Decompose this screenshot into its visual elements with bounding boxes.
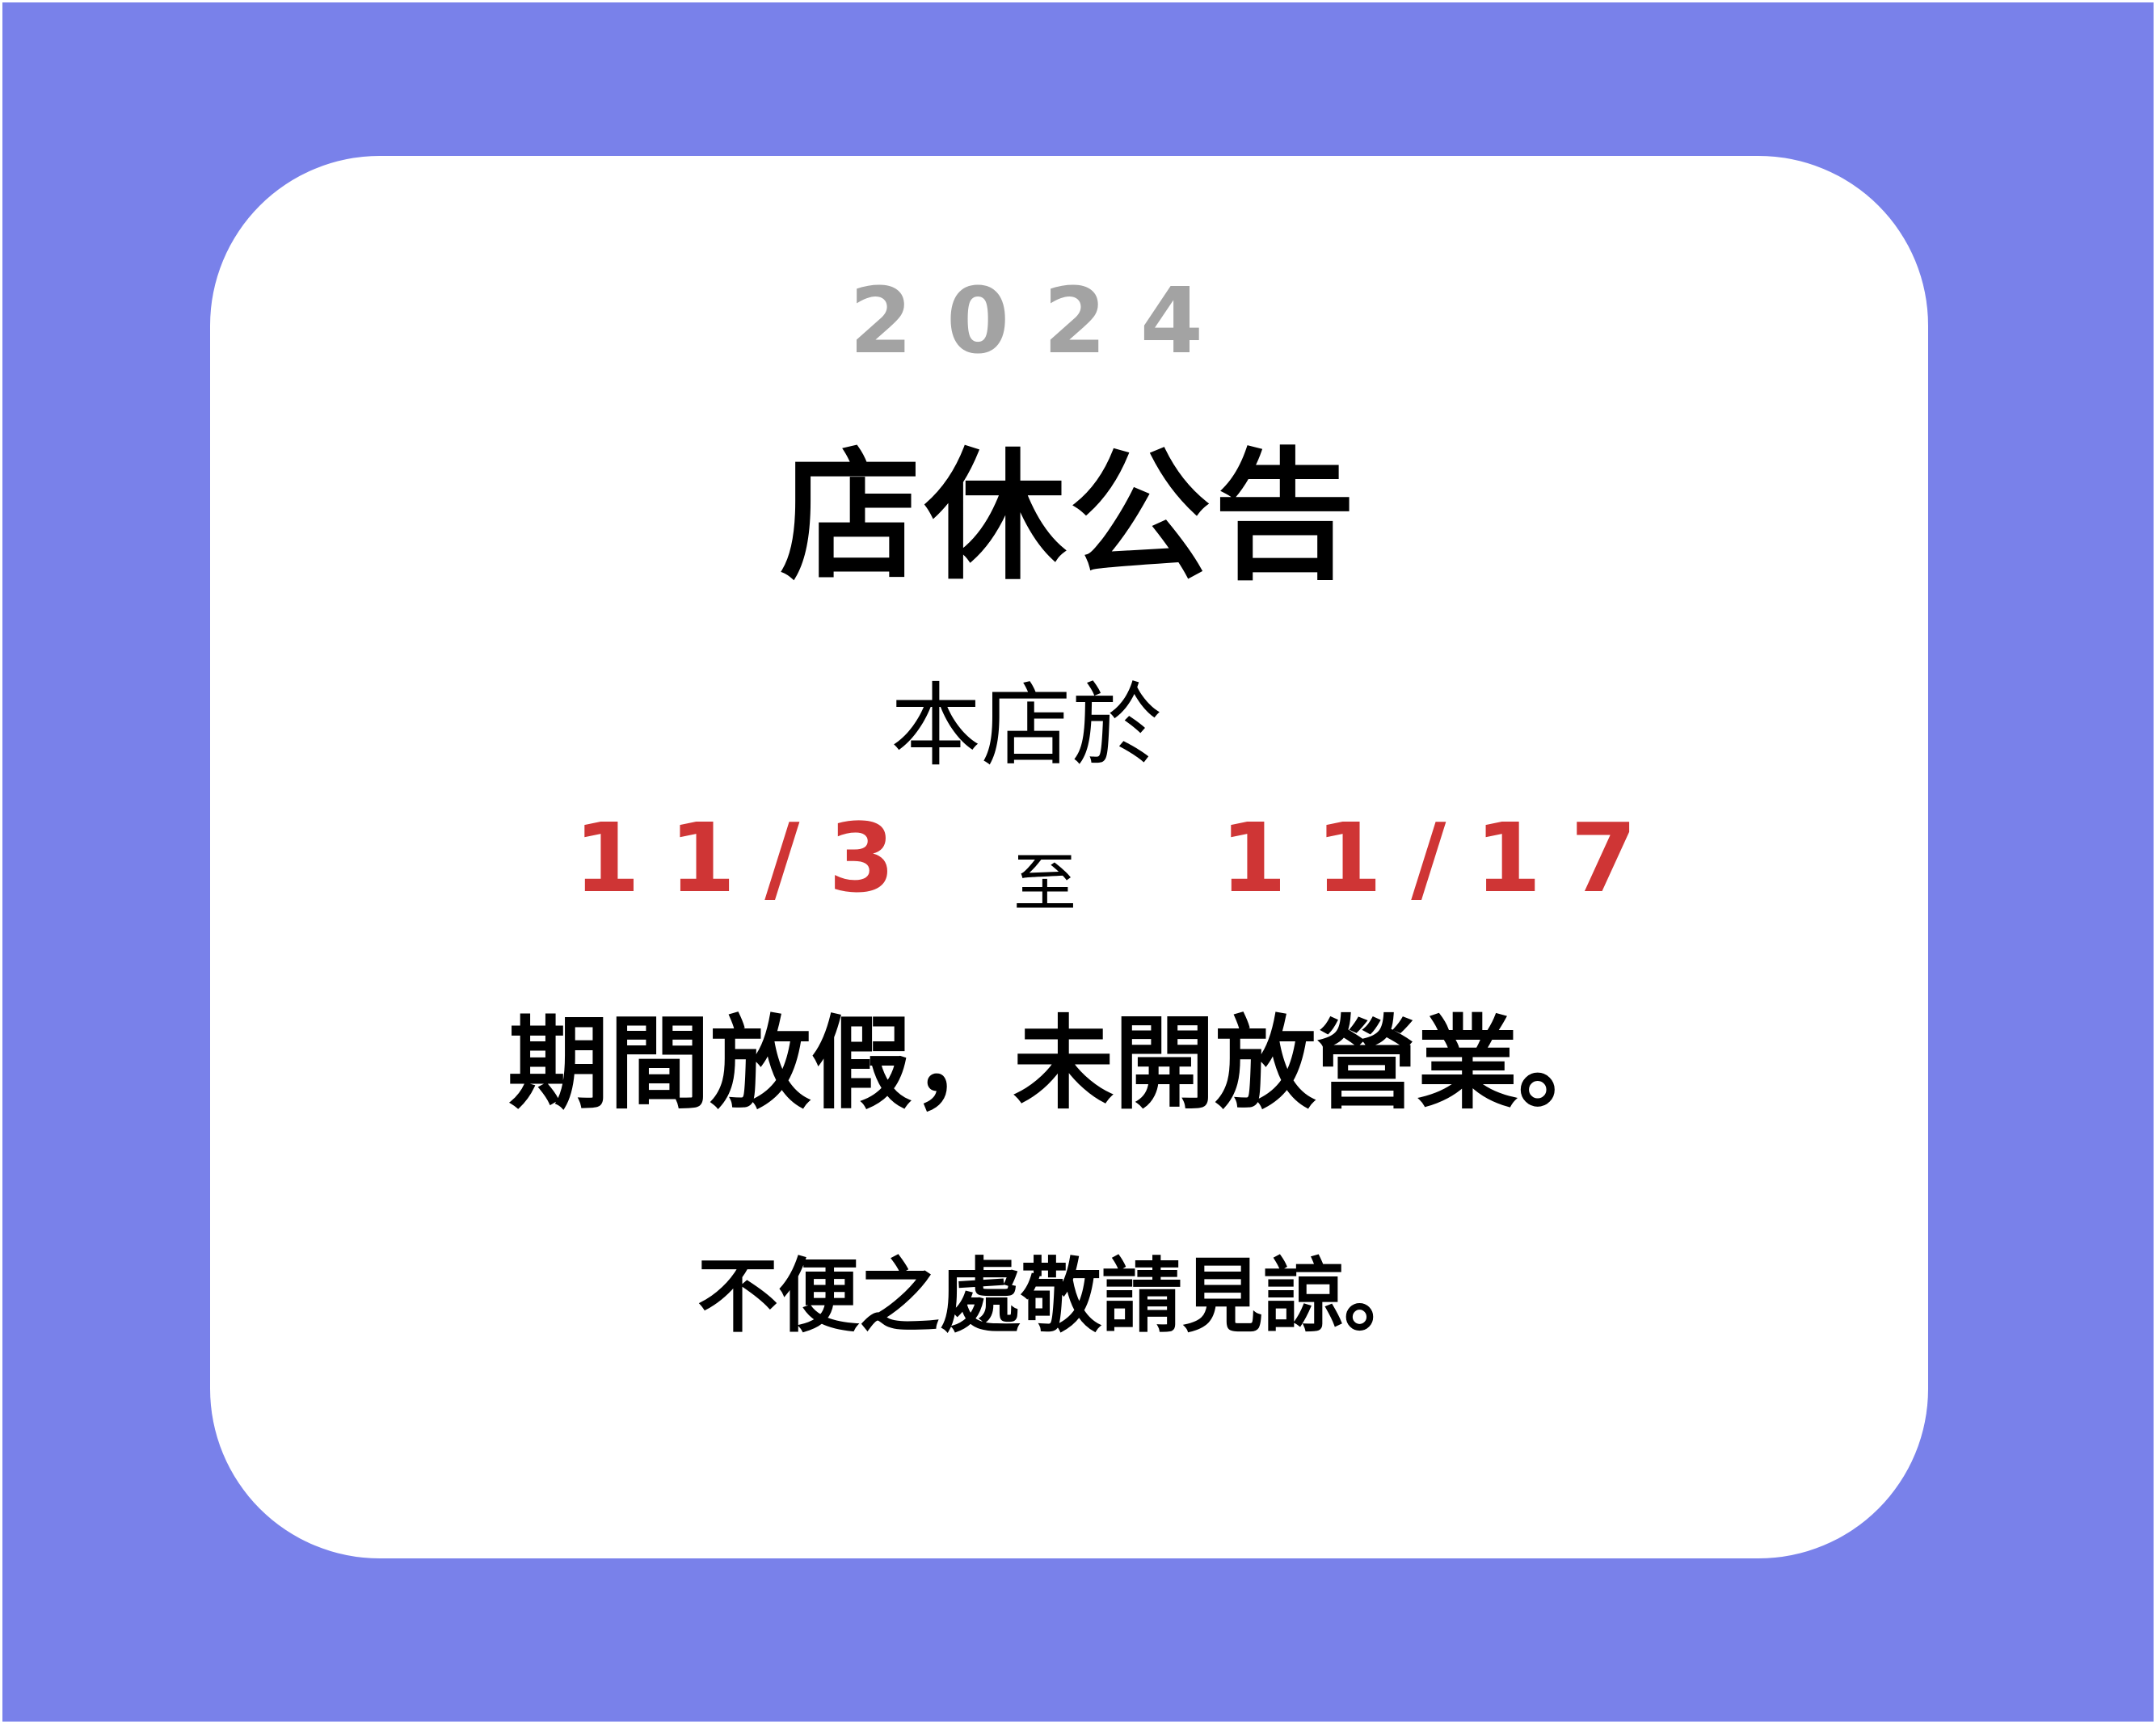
notice-title: 店休公告 (780, 434, 1358, 599)
apology-text: 不便之處敬請見諒。 (697, 1248, 1425, 1343)
notice-intro: 本店於 (891, 674, 1162, 779)
notice-card: 2024 店休公告 本店於 11/3 至 11/17 期間放假，未開放營業。 不… (210, 156, 1928, 1558)
start-date: 11/3 (574, 802, 924, 914)
notice-year: 2024 (849, 269, 1237, 374)
end-date: 11/17 (1220, 802, 1666, 914)
closure-text: 期間放假，未開放營業。 (507, 1005, 1619, 1123)
date-range-connector: 至 (1013, 847, 1077, 920)
closure-date-range: 11/3 至 11/17 (210, 802, 1928, 920)
